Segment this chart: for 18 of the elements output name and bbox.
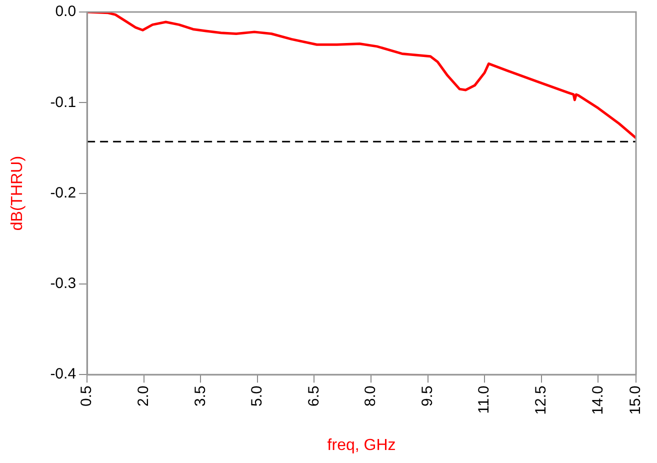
x-tick-label: 12.5 <box>532 386 550 415</box>
x-tick-label: 9.5 <box>418 386 436 406</box>
x-tick-label: 8.0 <box>362 386 380 406</box>
x-axis-title: freq, GHz <box>327 436 396 454</box>
x-tick-label: 0.5 <box>78 386 96 406</box>
y-tick-label: -0.2 <box>50 184 76 202</box>
y-tick-label: 0.0 <box>55 3 76 20</box>
x-tick-label: 14.0 <box>589 386 606 415</box>
x-tick-label: 5.0 <box>248 386 266 406</box>
x-tick-label: 15.0 <box>627 386 644 415</box>
y-tick-label: -0.4 <box>50 366 76 383</box>
y-axis-title: dB(THRU) <box>9 156 26 231</box>
x-tick-label: 3.5 <box>192 386 209 406</box>
x-tick-label: 11.0 <box>476 386 493 414</box>
y-tick-label: -0.3 <box>50 275 76 292</box>
x-tick-label: 2.0 <box>134 386 152 406</box>
x-tick-label: 6.5 <box>305 386 322 406</box>
y-tick-label: -0.1 <box>50 94 76 111</box>
